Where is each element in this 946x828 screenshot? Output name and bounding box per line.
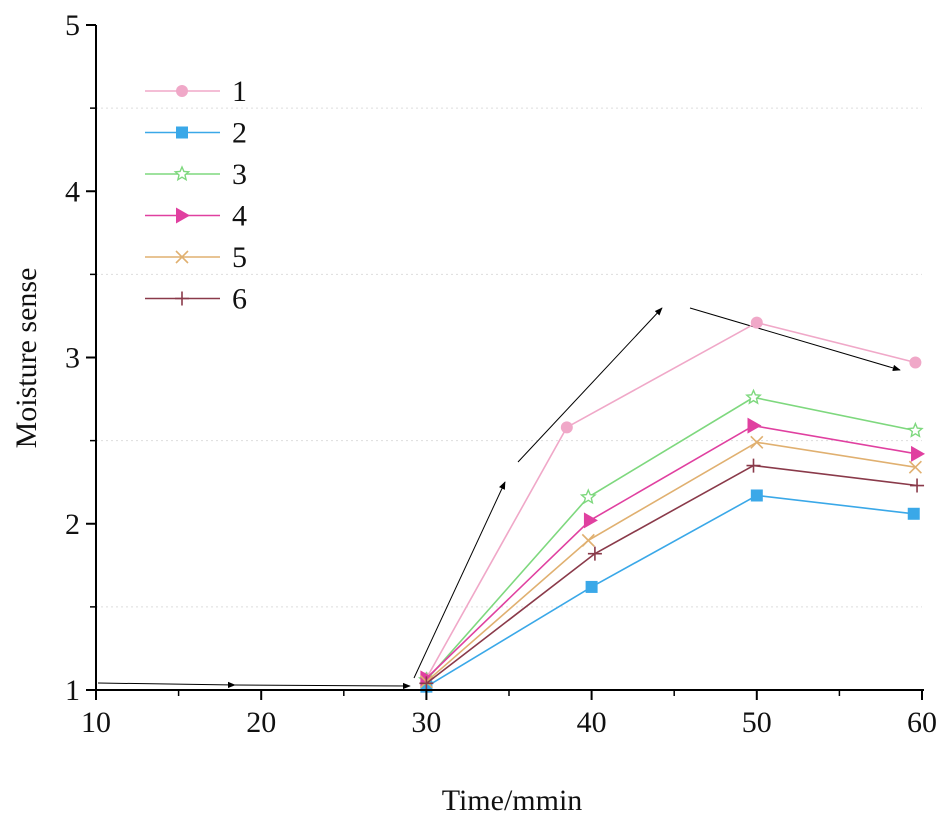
marker-x [581,533,595,547]
marker-star [906,421,924,438]
marker-plus [910,478,925,493]
legend-label: 6 [232,283,247,316]
marker-circle [750,316,763,329]
legend-item-5: 5 [145,241,247,274]
y-tick-label: 2 [65,508,80,541]
x-tick-label: 50 [742,706,772,739]
trend-arrow-rise-2 [517,307,663,463]
x-axis-label: Time/mmin [442,784,583,817]
marker-circle [176,85,188,97]
marker-star [173,165,191,182]
x-tick-label: 10 [81,706,111,739]
marker-plus [746,458,761,473]
y-axis-label: Moisture sense [10,268,43,449]
x-tick-label: 20 [246,706,276,739]
marker-x [175,250,189,264]
series-2 [420,489,920,693]
series-line [425,494,914,688]
marker-triangle [176,207,190,224]
marker-star [579,488,597,505]
marker-plus [175,291,189,306]
trend-arrow-flat-2 [234,682,411,690]
x-tick-label: 60 [907,706,937,739]
series-3 [417,388,924,688]
series-line [425,464,918,684]
series-6 [419,458,925,691]
legend-item-4: 4 [145,200,247,233]
legend-label: 2 [232,117,247,150]
legend-label: 4 [232,200,247,233]
y-tick-label: 4 [65,175,80,208]
legend-label: 3 [232,158,247,191]
legend-item-2: 2 [145,117,247,150]
marker-triangle [747,417,762,434]
y-tick-label: 5 [65,9,80,42]
x-tick-label: 40 [577,706,607,739]
marker-x [908,460,922,474]
marker-plus [587,546,602,561]
series-4 [420,417,926,687]
y-tick-label: 3 [65,342,80,375]
legend-label: 1 [232,75,247,108]
series-line [425,424,918,679]
series-line [425,396,916,681]
legend-label: 5 [232,241,247,274]
legend-item-3: 3 [145,158,247,191]
trend-arrows [97,307,901,690]
marker-triangle [583,512,598,529]
marker-plus [419,676,434,691]
marker-circle [560,421,573,434]
marker-triangle [911,445,926,462]
marker-square [907,507,920,520]
trend-arrow-rise [413,481,506,679]
legend-item-1: 1 [145,75,247,108]
legend: 1 2 3 4 5 6 [145,75,247,316]
x-tick-label: 30 [411,706,441,739]
axes: 10 20 30 40 50 60 1 2 3 4 5 [65,9,937,739]
trend-arrow-flat-1 [97,681,236,689]
series-line [425,441,916,683]
marker-square [176,126,188,139]
legend-item-6: 6 [145,283,247,316]
marker-star [745,388,762,405]
marker-square [585,580,598,593]
marker-x [750,435,764,449]
trend-arrow-fall [689,307,901,372]
marker-circle [909,356,922,369]
series-line [425,321,916,679]
y-tick-label: 1 [65,674,80,707]
marker-square [750,489,763,502]
marker-triangle [420,670,435,687]
